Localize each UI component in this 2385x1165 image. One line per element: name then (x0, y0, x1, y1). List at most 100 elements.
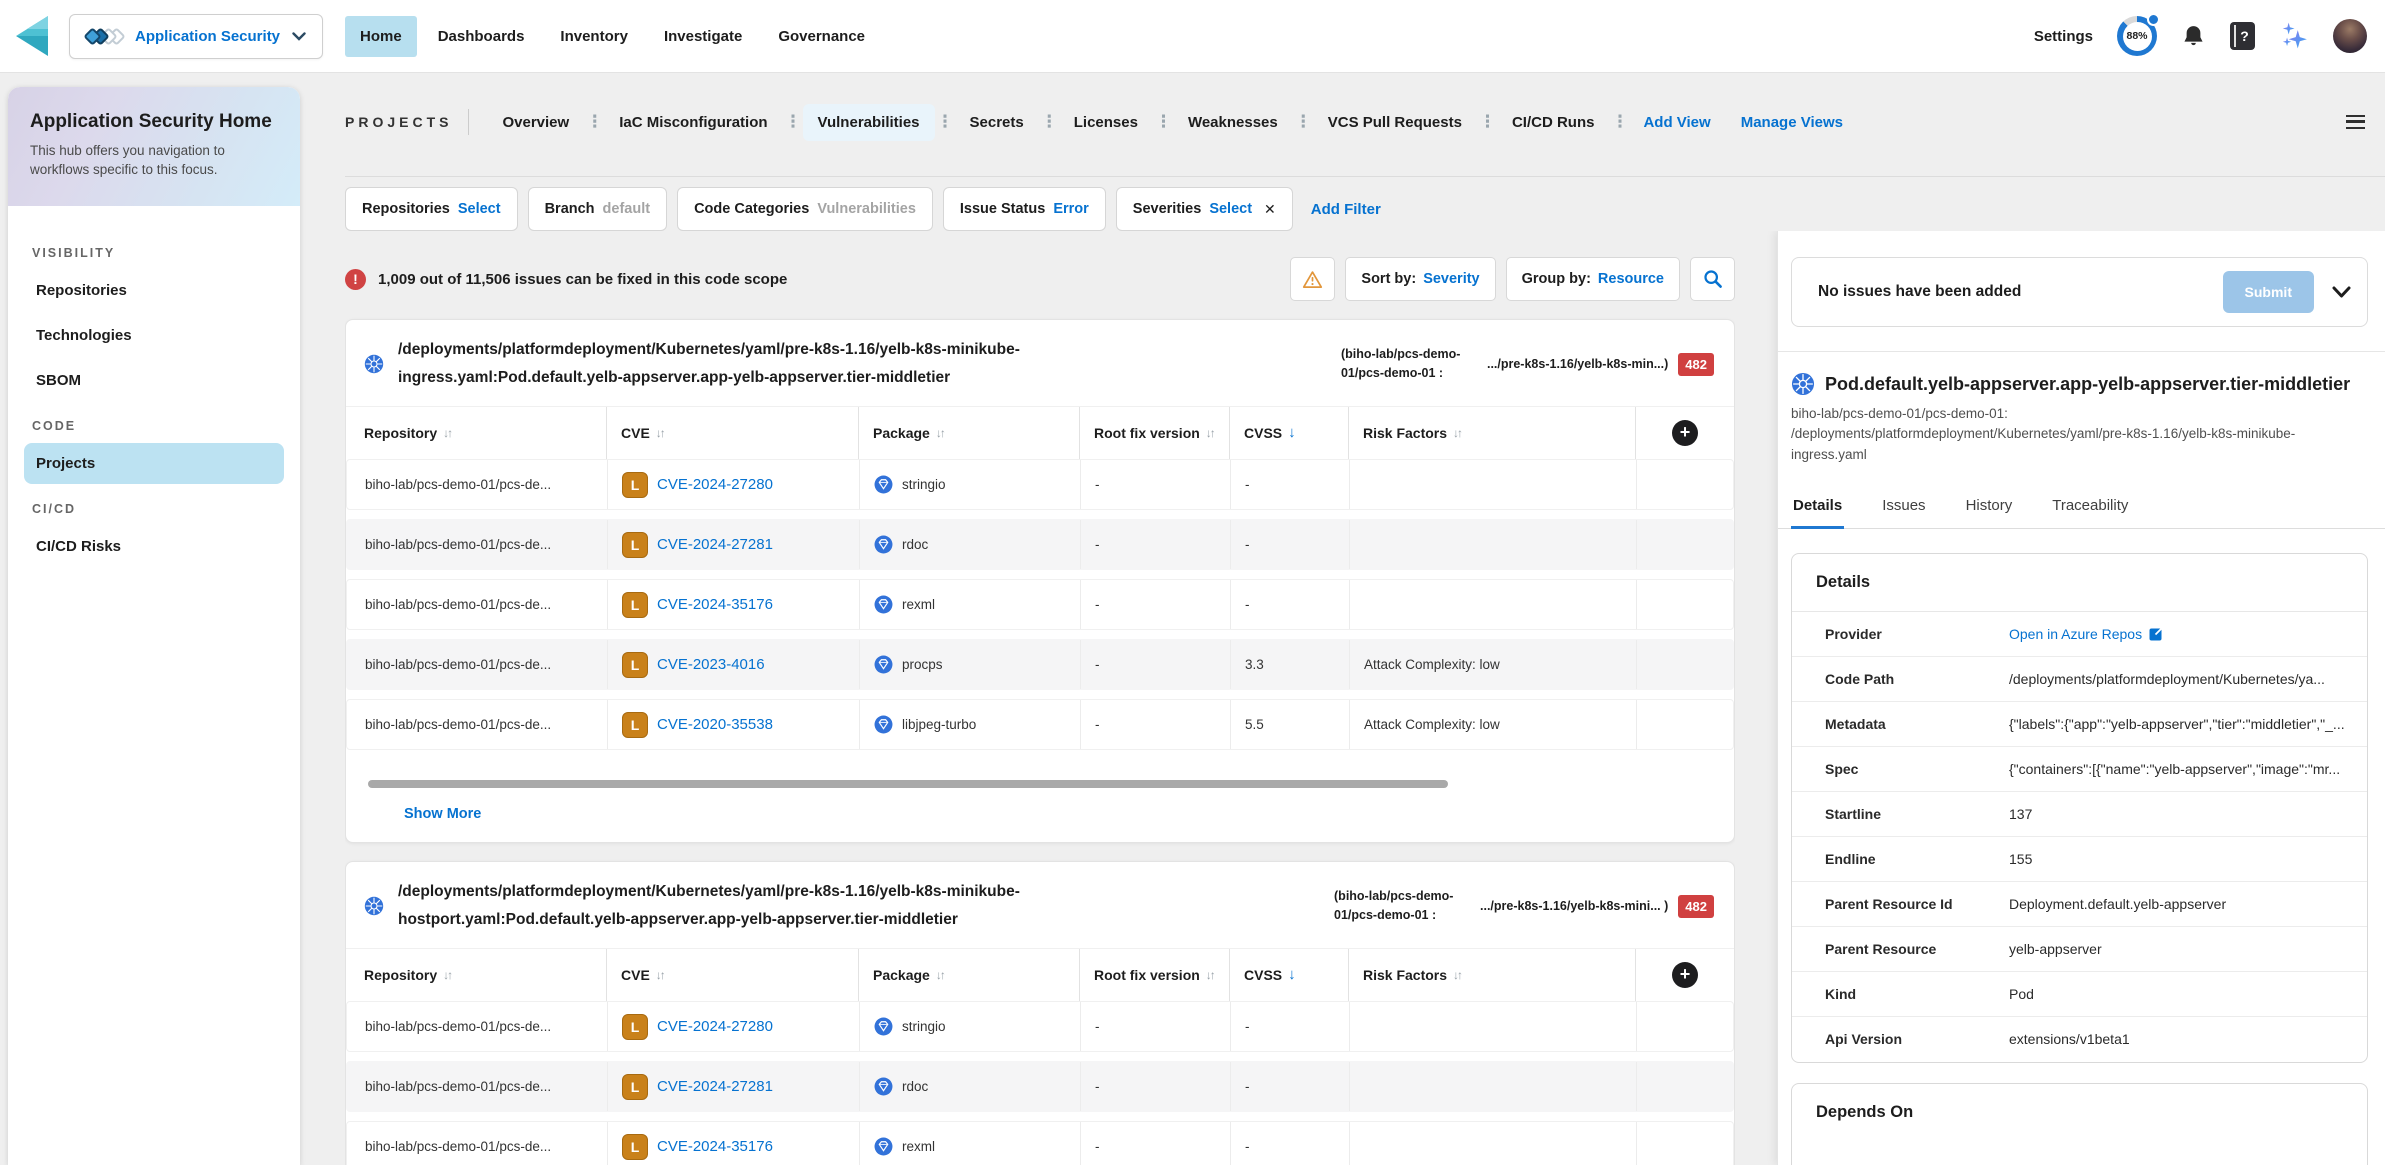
collapse-chevron-icon[interactable] (2332, 286, 2351, 298)
add-view-link[interactable]: Add View (1643, 113, 1711, 131)
filter-chip-issue-status[interactable]: Issue Status Error (942, 187, 1106, 231)
sidebar-item-sbom[interactable]: SBOM (36, 371, 81, 389)
sort-icon (1206, 966, 1214, 984)
column-risk-factors[interactable]: Risk Factors (1348, 949, 1635, 1001)
tab-cicd-runs-menu-icon[interactable] (1611, 112, 1627, 132)
page-title: PROJECTS (345, 114, 453, 130)
notifications-bell-icon[interactable] (2181, 23, 2206, 49)
cve-link[interactable]: CVE-2024-27280 (657, 1018, 773, 1035)
resource-group-card: /deployments/platformdeployment/Kubernet… (345, 319, 1735, 843)
add-filter-link[interactable]: Add Filter (1310, 200, 1381, 218)
sidebar-item-technologies[interactable]: Technologies (36, 326, 132, 344)
column-cve[interactable]: CVE (606, 949, 858, 1001)
user-avatar[interactable] (2333, 19, 2367, 53)
horizontal-scrollbar[interactable] (368, 780, 1448, 788)
filter-chip-code-categories[interactable]: Code Categories Vulnerabilities (677, 187, 933, 231)
panel-tab-details[interactable]: Details (1791, 491, 1845, 529)
tab-vcs-menu-icon[interactable] (1479, 112, 1495, 132)
column-root-fix-version[interactable]: Root fix version (1079, 949, 1229, 1001)
filter-chip-branch[interactable]: Branch default (527, 187, 668, 231)
tab-weaknesses-menu-icon[interactable] (1295, 112, 1311, 132)
nav-item-investigate[interactable]: Investigate (663, 27, 743, 45)
settings-link[interactable]: Settings (2033, 27, 2093, 45)
column-package[interactable]: Package (858, 949, 1079, 1001)
issues-banner: 1,009 out of 11,506 issues can be fixed … (345, 257, 1735, 301)
nav-item-inventory[interactable]: Inventory (560, 27, 628, 45)
filter-chip-severities[interactable]: Severities Select (1115, 187, 1293, 231)
tab-secrets-menu-icon[interactable] (1041, 112, 1057, 132)
group-title: /deployments/platformdeployment/Kubernet… (398, 341, 1020, 386)
vulnerability-row[interactable]: biho-lab/pcs-demo-01/pcs-de... L CVE-2024… (346, 459, 1734, 510)
open-in-azure-repos-link[interactable]: Open in Azure Repos (2009, 626, 2164, 642)
external-link-icon (2149, 626, 2164, 641)
nav-item-governance[interactable]: Governance (778, 27, 866, 45)
group-by-control[interactable]: Group by: Resource (1505, 257, 1680, 301)
nav-item-dashboards[interactable]: Dashboards (437, 27, 525, 45)
credits-progress-ring[interactable]: 88% (2117, 13, 2160, 56)
sidebar-item-projects[interactable]: Projects (24, 442, 284, 484)
sort-icon (936, 424, 944, 442)
package-gem-icon (874, 475, 893, 494)
sidebar-item-cicd-risks[interactable]: CI/CD Risks (36, 537, 122, 555)
column-cvss[interactable]: CVSS (1229, 407, 1348, 459)
cve-link[interactable]: CVE-2024-27281 (657, 536, 773, 553)
nav-item-home[interactable]: Home (345, 15, 417, 57)
filter-chip-repositories[interactable]: Repositories Select (345, 187, 518, 231)
help-icon[interactable] (2230, 22, 2255, 50)
sort-icon (443, 966, 451, 984)
tab-secrets[interactable]: Secrets (969, 113, 1024, 131)
column-cve[interactable]: CVE (606, 407, 858, 459)
add-column-button[interactable] (1672, 962, 1698, 988)
sort-icon (656, 966, 664, 984)
panel-tab-history[interactable]: History (1965, 496, 2013, 514)
vulnerability-row[interactable]: biho-lab/pcs-demo-01/pcs-de... L CVE-2023… (346, 639, 1734, 690)
tab-iac-menu-icon[interactable] (785, 112, 801, 132)
vulnerability-row[interactable]: biho-lab/pcs-demo-01/pcs-de... L CVE-2024… (346, 579, 1734, 630)
close-icon[interactable] (1264, 201, 1276, 218)
sort-icon (936, 966, 944, 984)
vulnerability-row[interactable]: biho-lab/pcs-demo-01/pcs-de... L CVE-2024… (346, 1061, 1734, 1112)
submit-button[interactable]: Submit (2222, 271, 2314, 313)
vulnerability-row[interactable]: biho-lab/pcs-demo-01/pcs-de... L CVE-2020… (346, 699, 1734, 750)
tab-vcs-pull-requests[interactable]: VCS Pull Requests (1327, 113, 1462, 131)
add-column-button[interactable] (1672, 420, 1698, 446)
manage-views-link[interactable]: Manage Views (1740, 113, 1843, 131)
tab-vulnerabilities[interactable]: Vulnerabilities (802, 103, 935, 141)
search-button[interactable] (1690, 257, 1735, 301)
tab-licenses-menu-icon[interactable] (1155, 112, 1171, 132)
show-more-link[interactable]: Show More (404, 806, 482, 822)
detail-row-spec: Spec {"containers":[{"name":"yelb-appser… (1792, 747, 2367, 792)
app-selector[interactable]: Application Security (69, 13, 324, 59)
cve-link[interactable]: CVE-2024-35176 (657, 596, 773, 613)
tab-iac-misconfiguration[interactable]: IaC Misconfiguration (619, 113, 768, 131)
tab-vulnerabilities-menu-icon[interactable] (937, 112, 953, 132)
warning-button[interactable] (1290, 257, 1336, 301)
sidebar-item-repositories[interactable]: Repositories (36, 281, 127, 299)
table-menu-icon[interactable] (2346, 115, 2365, 129)
cve-link[interactable]: CVE-2023-4016 (657, 656, 765, 673)
ai-sparkles-icon[interactable] (2279, 21, 2309, 51)
tab-cicd-runs[interactable]: CI/CD Runs (1511, 113, 1595, 131)
detail-row-api-version: Api Version extensions/v1beta1 (1825, 1031, 2130, 1048)
column-package[interactable]: Package (858, 407, 1079, 459)
sort-by-control[interactable]: Sort by: Severity (1345, 257, 1496, 301)
cve-link[interactable]: CVE-2024-35176 (657, 1138, 773, 1155)
vulnerability-row[interactable]: biho-lab/pcs-demo-01/pcs-de... L CVE-2024… (346, 1001, 1734, 1052)
group-path-meta: .../pre-k8s-1.16/yelb-k8s-mini... ) (1480, 899, 1669, 913)
cve-link[interactable]: CVE-2024-27281 (657, 1078, 773, 1095)
tab-licenses[interactable]: Licenses (1073, 113, 1138, 131)
panel-tab-traceability[interactable]: Traceability (2052, 496, 2129, 514)
panel-tab-issues[interactable]: Issues (1882, 496, 1926, 514)
column-cvss[interactable]: CVSS (1229, 949, 1348, 1001)
column-risk-factors[interactable]: Risk Factors (1348, 407, 1635, 459)
tab-overview-menu-icon[interactable] (586, 112, 602, 132)
tab-overview[interactable]: Overview (502, 113, 570, 131)
tab-weaknesses[interactable]: Weaknesses (1187, 113, 1278, 131)
vulnerability-row[interactable]: biho-lab/pcs-demo-01/pcs-de... L CVE-2024… (346, 519, 1734, 570)
column-repository[interactable]: Repository (346, 949, 606, 1001)
cve-link[interactable]: CVE-2024-27280 (657, 476, 773, 493)
cve-link[interactable]: CVE-2020-35538 (657, 716, 773, 733)
column-repository[interactable]: Repository (346, 407, 606, 459)
column-root-fix-version[interactable]: Root fix version (1079, 407, 1229, 459)
vulnerability-row[interactable]: biho-lab/pcs-demo-01/pcs-de... L CVE-2024… (346, 1121, 1734, 1165)
